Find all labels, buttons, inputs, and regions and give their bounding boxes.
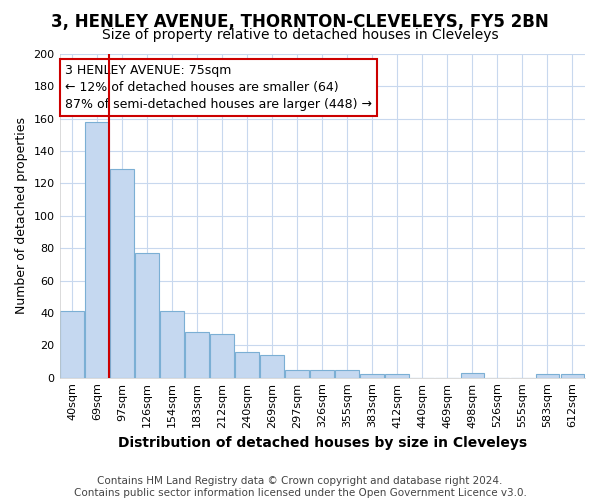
- Text: 3, HENLEY AVENUE, THORNTON-CLEVELEYS, FY5 2BN: 3, HENLEY AVENUE, THORNTON-CLEVELEYS, FY…: [51, 12, 549, 30]
- Text: Contains HM Land Registry data © Crown copyright and database right 2024.
Contai: Contains HM Land Registry data © Crown c…: [74, 476, 526, 498]
- Bar: [85, 122, 109, 378]
- Bar: [110, 169, 134, 378]
- Bar: [385, 374, 409, 378]
- Y-axis label: Number of detached properties: Number of detached properties: [15, 118, 28, 314]
- Bar: [286, 370, 309, 378]
- Bar: [310, 370, 334, 378]
- Bar: [461, 373, 484, 378]
- Bar: [235, 352, 259, 378]
- Bar: [185, 332, 209, 378]
- Bar: [210, 334, 234, 378]
- Text: 3 HENLEY AVENUE: 75sqm
← 12% of detached houses are smaller (64)
87% of semi-det: 3 HENLEY AVENUE: 75sqm ← 12% of detached…: [65, 64, 372, 110]
- Bar: [361, 374, 384, 378]
- Bar: [135, 253, 159, 378]
- Bar: [536, 374, 559, 378]
- Bar: [60, 312, 84, 378]
- Bar: [560, 374, 584, 378]
- Bar: [260, 355, 284, 378]
- Bar: [335, 370, 359, 378]
- X-axis label: Distribution of detached houses by size in Cleveleys: Distribution of detached houses by size …: [118, 436, 527, 450]
- Text: Size of property relative to detached houses in Cleveleys: Size of property relative to detached ho…: [101, 28, 499, 42]
- Bar: [160, 312, 184, 378]
